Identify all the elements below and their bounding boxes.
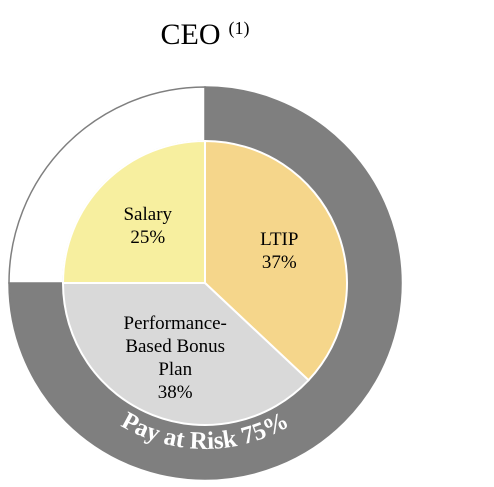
- slice-label: LTIP 37%: [217, 228, 342, 274]
- slice-label: Salary 25%: [85, 203, 210, 249]
- pie-slice: [61, 139, 206, 284]
- title-text: CEO: [161, 18, 221, 51]
- chart-title: CEO (1): [161, 18, 250, 51]
- slice-label: Performance-Based Bonus Plan 38%: [113, 312, 238, 404]
- slice-name: Salary: [123, 203, 173, 225]
- title-note: (1): [229, 18, 250, 39]
- slice-name: Performance-Based Bonus Plan: [123, 313, 227, 381]
- slice-value: 25%: [130, 226, 166, 248]
- slice-value: 38%: [157, 382, 193, 404]
- slice-value: 37%: [261, 251, 297, 273]
- slice-name: LTIP: [260, 228, 299, 250]
- pie-slice: [61, 282, 310, 427]
- pie-slice: [204, 139, 348, 382]
